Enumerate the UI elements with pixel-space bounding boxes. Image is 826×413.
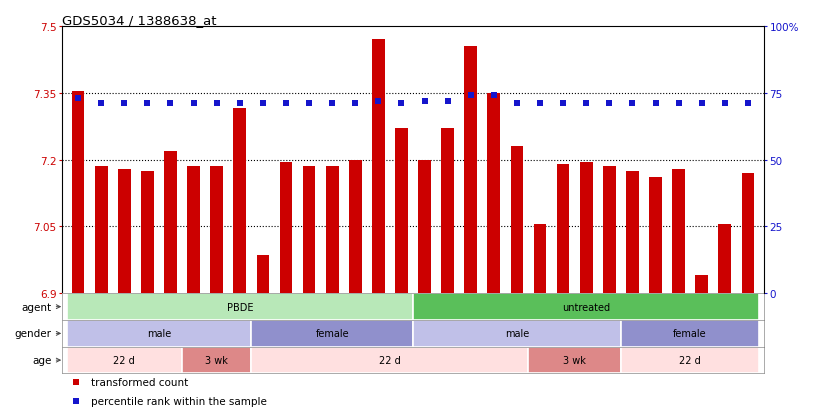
Point: [741, 101, 754, 107]
Text: PBDE: PBDE: [226, 302, 253, 312]
Text: percentile rank within the sample: percentile rank within the sample: [92, 396, 268, 406]
Bar: [413, 294, 759, 320]
Bar: [464, 47, 477, 294]
Bar: [72, 91, 84, 294]
Text: gender: gender: [14, 329, 51, 339]
Text: untreated: untreated: [563, 302, 610, 312]
Point: [210, 101, 223, 107]
Point: [395, 101, 408, 107]
Bar: [441, 129, 454, 294]
Point: [69, 378, 83, 385]
Point: [72, 95, 85, 102]
Bar: [534, 225, 546, 294]
Bar: [372, 40, 385, 294]
Bar: [626, 171, 638, 294]
Point: [302, 101, 316, 107]
Point: [140, 101, 154, 107]
Point: [534, 101, 547, 107]
Point: [187, 101, 200, 107]
Text: GDS5034 / 1388638_at: GDS5034 / 1388638_at: [62, 14, 216, 27]
Point: [418, 98, 431, 105]
Point: [487, 93, 501, 100]
Bar: [302, 167, 316, 294]
Bar: [557, 165, 569, 294]
Text: male: male: [505, 329, 529, 339]
Bar: [395, 129, 408, 294]
Bar: [280, 162, 292, 294]
Point: [626, 101, 639, 107]
Bar: [141, 171, 154, 294]
Text: agent: agent: [21, 302, 51, 312]
Bar: [695, 276, 708, 294]
Text: 3 wk: 3 wk: [563, 355, 586, 365]
Point: [279, 101, 292, 107]
Point: [117, 101, 131, 107]
Point: [69, 398, 83, 404]
Text: 22 d: 22 d: [679, 355, 701, 365]
Bar: [188, 167, 200, 294]
Bar: [234, 109, 246, 294]
Bar: [164, 151, 177, 294]
Bar: [672, 169, 685, 294]
Bar: [251, 320, 413, 347]
Point: [372, 98, 385, 105]
Point: [325, 101, 339, 107]
Bar: [211, 167, 223, 294]
Bar: [325, 167, 339, 294]
Point: [603, 101, 616, 107]
Bar: [510, 147, 524, 294]
Bar: [349, 160, 362, 294]
Bar: [95, 167, 107, 294]
Text: female: female: [673, 329, 707, 339]
Bar: [529, 347, 621, 374]
Point: [580, 101, 593, 107]
Text: 22 d: 22 d: [379, 355, 401, 365]
Point: [441, 98, 454, 105]
Bar: [719, 225, 731, 294]
Bar: [251, 347, 529, 374]
Point: [649, 101, 662, 107]
Point: [256, 101, 269, 107]
Bar: [413, 320, 621, 347]
Bar: [418, 160, 431, 294]
Point: [164, 101, 177, 107]
Bar: [67, 320, 251, 347]
Bar: [649, 178, 662, 294]
Bar: [118, 169, 131, 294]
Point: [349, 101, 362, 107]
Text: male: male: [147, 329, 171, 339]
Bar: [67, 347, 182, 374]
Text: age: age: [32, 355, 51, 365]
Point: [718, 101, 731, 107]
Text: female: female: [316, 329, 349, 339]
Point: [695, 101, 709, 107]
Bar: [580, 162, 592, 294]
Point: [233, 101, 246, 107]
Bar: [182, 347, 251, 374]
Point: [95, 101, 108, 107]
Bar: [603, 167, 615, 294]
Text: 3 wk: 3 wk: [205, 355, 228, 365]
Bar: [621, 320, 759, 347]
Bar: [621, 347, 759, 374]
Bar: [487, 93, 501, 294]
Point: [464, 93, 477, 100]
Text: 22 d: 22 d: [113, 355, 135, 365]
Point: [510, 101, 524, 107]
Bar: [742, 173, 754, 294]
Bar: [257, 256, 269, 294]
Text: transformed count: transformed count: [92, 377, 188, 387]
Bar: [67, 294, 413, 320]
Point: [672, 101, 686, 107]
Point: [557, 101, 570, 107]
